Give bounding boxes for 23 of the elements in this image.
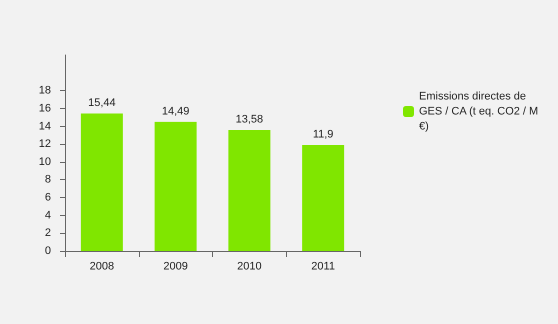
- y-tick-label: 10: [38, 156, 51, 168]
- data-label: 15,44: [88, 96, 116, 109]
- bar: [154, 122, 197, 251]
- bar: [228, 130, 270, 251]
- y-tick-label: 14: [38, 120, 51, 132]
- y-tick-label: 2: [44, 227, 51, 240]
- y-tick-label: 4: [44, 209, 51, 222]
- y-tick-label: 6: [44, 192, 51, 204]
- x-tick-label: 2008: [90, 260, 114, 272]
- y-tick-label: 18: [38, 84, 51, 97]
- x-tick-label: 2011: [311, 260, 335, 272]
- y-tick-label: 8: [44, 174, 51, 186]
- legend-label: Emissions directes de GES / CA (t eq. CO2 / M€): [419, 90, 538, 132]
- y-tick-label: 16: [38, 102, 51, 114]
- x-tick-label: 2010: [237, 260, 262, 272]
- bar: [80, 113, 123, 251]
- y-tick-label: 12: [38, 138, 51, 150]
- x-tick-label: 2009: [163, 260, 188, 272]
- bar: [302, 144, 344, 251]
- y-tick-label: 0: [44, 245, 51, 257]
- data-label: 13,58: [236, 114, 264, 126]
- data-label: 14,49: [162, 105, 190, 118]
- data-label: 11,9: [312, 128, 334, 140]
